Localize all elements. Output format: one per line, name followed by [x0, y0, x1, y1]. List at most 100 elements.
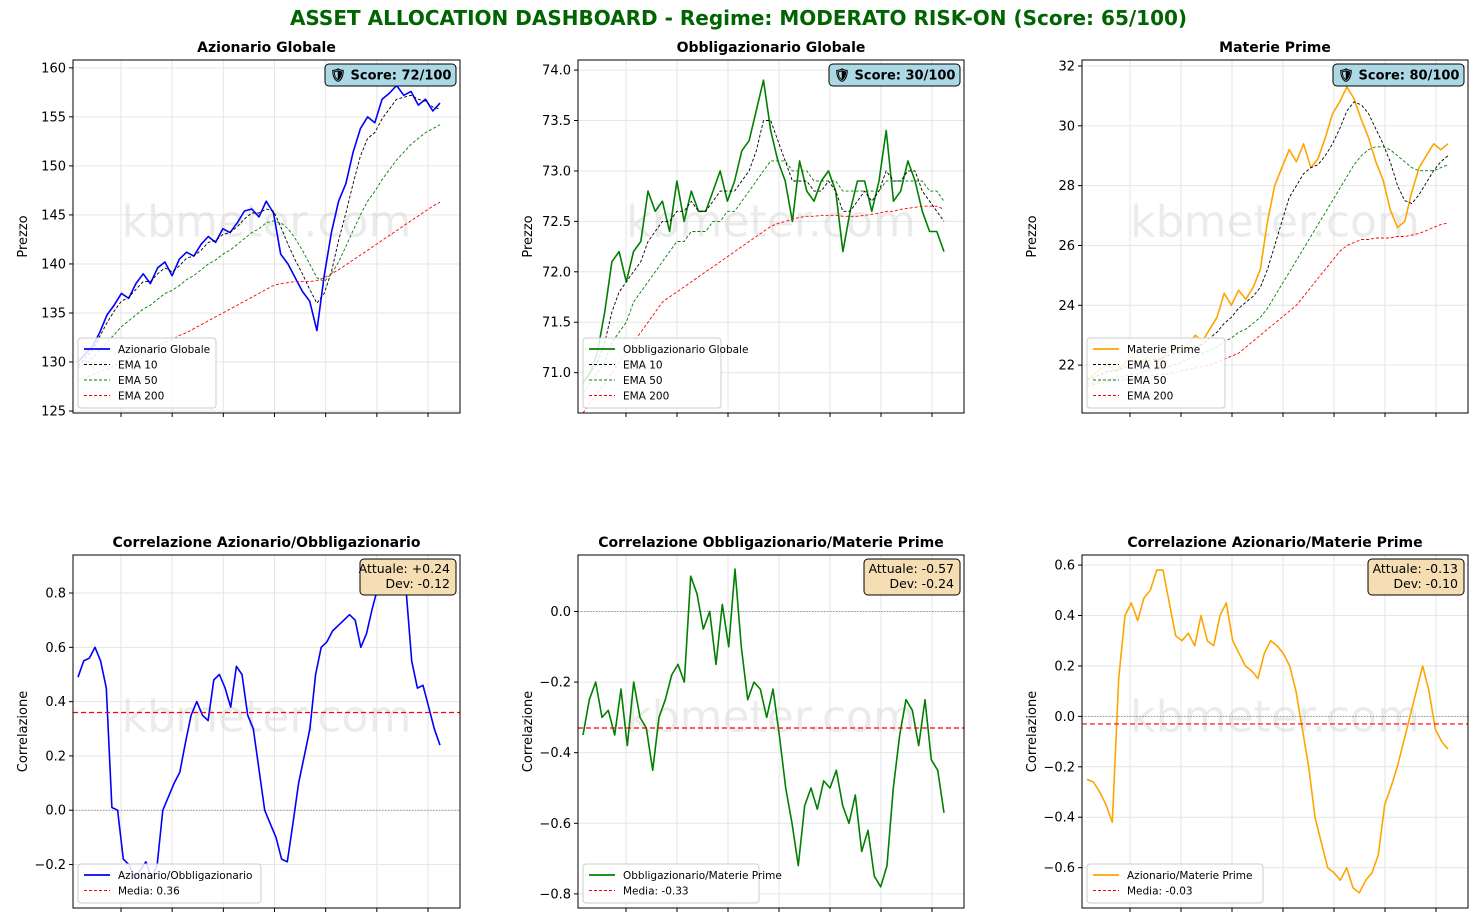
score-badge: [828, 63, 961, 87]
chart-title: Correlazione Azionario/Obbligazionario: [113, 535, 421, 551]
y-tick-label: 160: [41, 61, 66, 76]
y-tick-label: −0.4: [1043, 811, 1075, 826]
stats-box: [359, 558, 457, 596]
series-line-1: [582, 79, 945, 384]
series-line-3: [77, 124, 441, 369]
plot-frame: [1081, 554, 1469, 909]
legend: [77, 337, 217, 409]
y-tick-label: 0.0: [550, 605, 571, 620]
watermark-text: kbmeter.com: [122, 692, 412, 743]
watermark-text: kbmeter.com: [1130, 197, 1420, 248]
chart-title: Correlazione Azionario/Materie Prime: [1127, 535, 1422, 551]
legend-label: EMA 10: [623, 360, 663, 372]
y-tick-label: 150: [41, 159, 66, 174]
y-tick-label: −0.6: [539, 817, 571, 832]
score-badge-text: 🛡 Score: 80/100: [1338, 68, 1460, 84]
stats-box: [863, 558, 961, 596]
score-badge-text: 🛡 Score: 72/100: [330, 68, 452, 84]
series-line-1: [77, 84, 441, 363]
series-line-3: [582, 160, 945, 394]
legend-label: EMA 50: [118, 375, 158, 387]
chart-panel-6: −0.6 −0.4 −0.2 0.0 0.2 0.4 0.6 kbmeter.com Corre…: [1025, 535, 1469, 912]
legend-label: Obbligazionario Globale: [623, 344, 748, 356]
stats-box-text: Attuale: +0.24: [359, 561, 450, 576]
y-tick-label: 140: [41, 257, 66, 272]
y-tick-label: 71.0: [542, 366, 571, 381]
y-tick-label: 130: [41, 356, 66, 371]
series-line-1: [582, 568, 945, 888]
y-tick-label: 125: [41, 405, 66, 420]
chart-panel-4: −0.2 0.0 0.2 0.4 0.6 0.8 kbmeter.com Correlazio…: [16, 535, 461, 912]
y-tick-label: 0.6: [1054, 559, 1075, 574]
y-tick-label: −0.4: [539, 746, 571, 761]
y-tick-label: 0.8: [45, 587, 66, 602]
y-tick-label: −0.6: [1043, 861, 1075, 876]
legend: [77, 863, 262, 904]
stats-box-text: Dev: -0.10: [1393, 576, 1458, 591]
legend-label: Materie Prime: [1127, 344, 1200, 356]
y-tick-label: 0.2: [1054, 659, 1075, 674]
plot-frame: [72, 59, 461, 414]
y-tick-label: −0.8: [539, 887, 571, 902]
legend: [582, 337, 722, 409]
watermark-text: kbmeter.com: [626, 197, 916, 248]
score-badge: [1332, 63, 1465, 87]
legend: [582, 863, 760, 904]
series-line-2: [1086, 101, 1449, 381]
y-tick-label: 28: [1058, 179, 1075, 194]
legend-label: Media: -0.03: [1127, 886, 1193, 898]
plot-area: [73, 555, 460, 908]
chart-title: Materie Prime: [1219, 40, 1331, 56]
legend-label: EMA 50: [1127, 375, 1167, 387]
legend-label: EMA 10: [1127, 360, 1167, 372]
chart-title: Obbligazionario Globale: [677, 40, 866, 56]
legend-label: EMA 200: [623, 391, 669, 403]
watermark-text: kbmeter.com: [122, 197, 412, 248]
y-axis-label: Correlazione: [521, 691, 536, 772]
series-line-1: [1086, 569, 1449, 894]
legend-label: EMA 50: [623, 375, 663, 387]
legend-label: EMA 200: [1127, 391, 1173, 403]
y-axis-label: Correlazione: [1025, 691, 1040, 772]
y-tick-label: 24: [1058, 299, 1075, 314]
y-tick-label: 72.5: [542, 215, 571, 230]
legend-label: Media: -0.33: [623, 886, 689, 898]
y-tick-label: 0.4: [1054, 609, 1075, 624]
chart-panel-1: 125 130 135 140 145 150 155 160 kbmeter.com Azion…: [16, 40, 461, 420]
chart-panel-5: −0.8−0.6−0.4−0.20.0kbmeter.comCorrelazio…: [521, 535, 965, 912]
y-tick-label: −0.2: [1043, 760, 1075, 775]
chart-title: Azionario Globale: [197, 40, 336, 56]
y-tick-label: 155: [41, 110, 66, 125]
y-tick-label: 74.0: [542, 64, 571, 79]
legend: [1086, 863, 1264, 904]
stats-box-text: Attuale: -0.57: [869, 561, 954, 576]
dashboard-title: ASSET ALLOCATION DASHBOARD - Regime: MOD…: [289, 6, 1188, 30]
y-tick-label: 32: [1058, 59, 1075, 74]
y-axis-label: Prezzo: [16, 215, 31, 257]
y-tick-label: 30: [1058, 119, 1075, 134]
y-tick-label: 72.0: [542, 265, 571, 280]
y-tick-label: 135: [41, 306, 66, 321]
legend-label: Azionario/Materie Prime: [1127, 870, 1253, 882]
score-badge: [324, 63, 457, 87]
y-tick-label: 73.0: [542, 164, 571, 179]
legend-label: Azionario Globale: [118, 344, 210, 356]
stats-box-text: Dev: -0.12: [385, 576, 450, 591]
legend-label: Media: 0.36: [118, 886, 180, 898]
legend-label: Obbligazionario/Materie Prime: [623, 870, 782, 882]
y-tick-label: 73.5: [542, 114, 571, 129]
y-tick-label: 0.4: [45, 695, 66, 710]
y-tick-label: 0.0: [1054, 710, 1075, 725]
stats-box: [1367, 558, 1465, 596]
series-line-2: [77, 94, 441, 367]
watermark-text: kbmeter.com: [1130, 692, 1420, 743]
y-tick-label: 145: [41, 208, 66, 223]
plot-frame: [72, 554, 461, 909]
plot-area: [1082, 555, 1468, 908]
legend-label: EMA 10: [118, 360, 158, 372]
chart-panel-3: 22 24 26 28 30 32 kbmeter.com Materie Prime Prez…: [1025, 40, 1469, 417]
stats-box-text: Dev: -0.24: [889, 576, 954, 591]
y-tick-label: 0.6: [45, 641, 66, 656]
y-axis-label: Prezzo: [1025, 215, 1040, 257]
y-axis-label: Correlazione: [16, 691, 31, 772]
